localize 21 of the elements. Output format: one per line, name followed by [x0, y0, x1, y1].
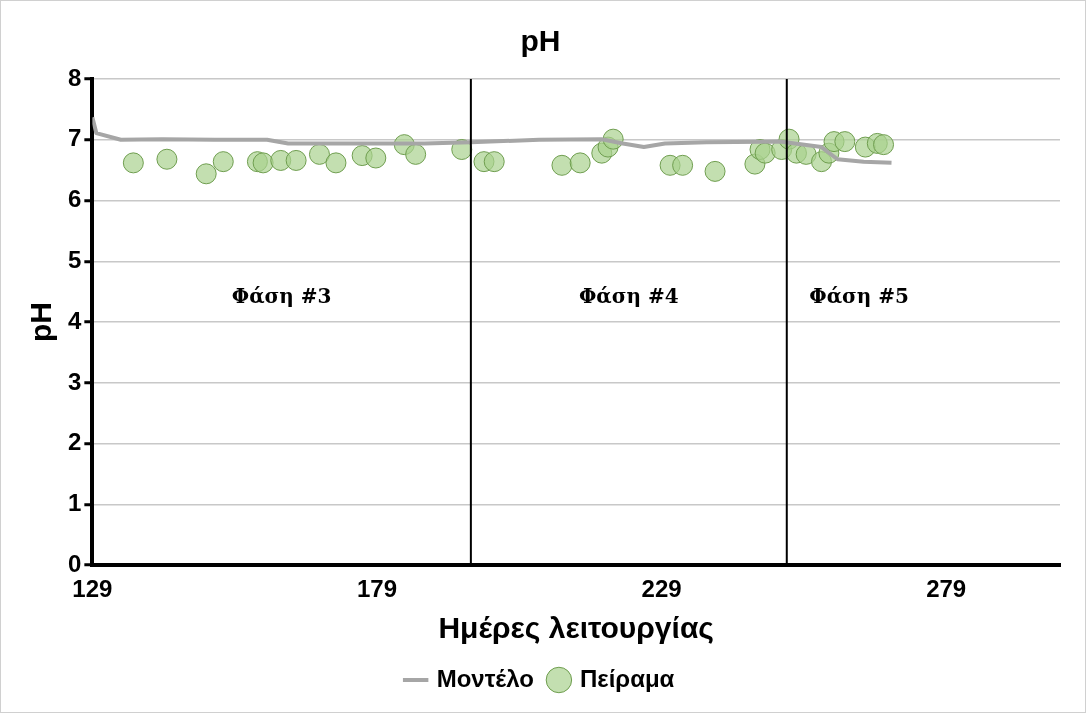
y-tick-label: 4 — [67, 306, 82, 334]
annotation: Φάση #5 — [809, 283, 910, 308]
legend-label: Μοντέλο — [436, 664, 534, 692]
y-tick-label: 8 — [67, 63, 82, 91]
y-tick-label: 3 — [67, 367, 82, 395]
x-tick-label: 179 — [356, 575, 397, 603]
y-tick-label: 0 — [67, 549, 82, 577]
x-tick-label: 279 — [926, 575, 967, 603]
annotation: Φάση #3 — [231, 283, 332, 308]
x-tick-label: 229 — [641, 575, 682, 603]
y-tick-label: 1 — [67, 489, 82, 517]
y-tick-label: 7 — [67, 124, 82, 152]
y-axis-title: pH — [24, 302, 58, 343]
legend-label: Πείραμα — [579, 664, 675, 692]
y-tick-label: 2 — [67, 428, 82, 456]
x-tick-label: 129 — [72, 575, 113, 603]
y-tick-label: 6 — [67, 185, 82, 213]
chart-title: pH — [520, 24, 561, 58]
y-tick-label: 5 — [67, 245, 82, 273]
annotation: Φάση #4 — [578, 283, 679, 308]
x-axis-title: Ημέρες λειτουργίας — [438, 611, 714, 645]
